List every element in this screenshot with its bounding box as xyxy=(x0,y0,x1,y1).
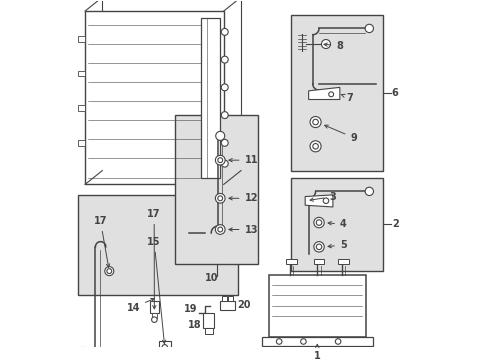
Circle shape xyxy=(316,220,321,225)
Circle shape xyxy=(162,345,167,350)
Bar xyxy=(222,296,227,301)
Text: 18: 18 xyxy=(187,320,201,330)
Circle shape xyxy=(104,267,114,276)
Bar xyxy=(151,313,157,318)
Bar xyxy=(78,195,237,295)
Bar xyxy=(175,115,258,264)
Circle shape xyxy=(328,92,333,97)
Bar xyxy=(78,71,85,76)
Bar xyxy=(78,140,85,145)
Bar xyxy=(102,0,241,171)
Text: 16: 16 xyxy=(0,359,1,360)
Text: 3: 3 xyxy=(309,192,335,202)
Polygon shape xyxy=(308,87,339,99)
Bar xyxy=(291,177,383,271)
Circle shape xyxy=(215,155,224,165)
Circle shape xyxy=(323,198,328,203)
Circle shape xyxy=(276,339,282,344)
Bar xyxy=(204,328,212,333)
Circle shape xyxy=(221,112,228,118)
Bar xyxy=(201,18,220,177)
Text: 12: 12 xyxy=(228,193,258,203)
Text: 6: 6 xyxy=(391,87,398,98)
Text: 4: 4 xyxy=(327,219,346,229)
Bar xyxy=(158,341,171,354)
Circle shape xyxy=(215,131,224,140)
Circle shape xyxy=(300,339,305,344)
Circle shape xyxy=(221,139,228,146)
Text: 1: 1 xyxy=(313,344,320,360)
Text: 11: 11 xyxy=(228,155,258,165)
Bar xyxy=(78,105,85,111)
Circle shape xyxy=(221,160,228,167)
Bar xyxy=(78,36,85,42)
Circle shape xyxy=(221,56,228,63)
Text: 7: 7 xyxy=(341,93,353,103)
Text: 14: 14 xyxy=(126,298,154,312)
Text: 20: 20 xyxy=(236,301,250,310)
Bar xyxy=(291,14,383,171)
Circle shape xyxy=(151,317,157,323)
Circle shape xyxy=(312,144,318,149)
Bar xyxy=(85,11,223,184)
Circle shape xyxy=(313,242,324,252)
Bar xyxy=(261,337,372,346)
Bar xyxy=(203,313,214,328)
Circle shape xyxy=(309,141,321,152)
Circle shape xyxy=(365,187,373,195)
Text: 10: 10 xyxy=(204,273,218,283)
Circle shape xyxy=(221,28,228,35)
Bar xyxy=(227,296,233,301)
Circle shape xyxy=(217,196,222,201)
Text: 8: 8 xyxy=(323,41,343,51)
Bar xyxy=(80,347,85,360)
Text: 13: 13 xyxy=(228,225,258,234)
Bar xyxy=(268,275,365,337)
Circle shape xyxy=(313,217,324,228)
Circle shape xyxy=(221,84,228,91)
Text: 17: 17 xyxy=(147,209,161,309)
Circle shape xyxy=(215,193,224,203)
Text: 2: 2 xyxy=(391,219,398,229)
Circle shape xyxy=(107,269,111,274)
Bar xyxy=(150,301,158,313)
Circle shape xyxy=(316,244,321,249)
Text: 15: 15 xyxy=(147,237,165,343)
Circle shape xyxy=(335,339,340,344)
Circle shape xyxy=(365,24,373,33)
Circle shape xyxy=(215,225,224,234)
Text: 9: 9 xyxy=(324,125,356,143)
Bar xyxy=(285,259,296,264)
Polygon shape xyxy=(305,195,332,207)
Circle shape xyxy=(309,117,321,127)
Circle shape xyxy=(217,227,222,232)
Circle shape xyxy=(321,40,330,49)
Bar xyxy=(337,259,348,264)
Circle shape xyxy=(217,158,222,163)
Text: 5: 5 xyxy=(327,240,346,250)
Circle shape xyxy=(312,119,318,125)
Bar xyxy=(313,259,324,264)
Text: 19: 19 xyxy=(184,303,197,314)
Text: 17: 17 xyxy=(94,216,109,267)
Bar xyxy=(220,301,234,310)
